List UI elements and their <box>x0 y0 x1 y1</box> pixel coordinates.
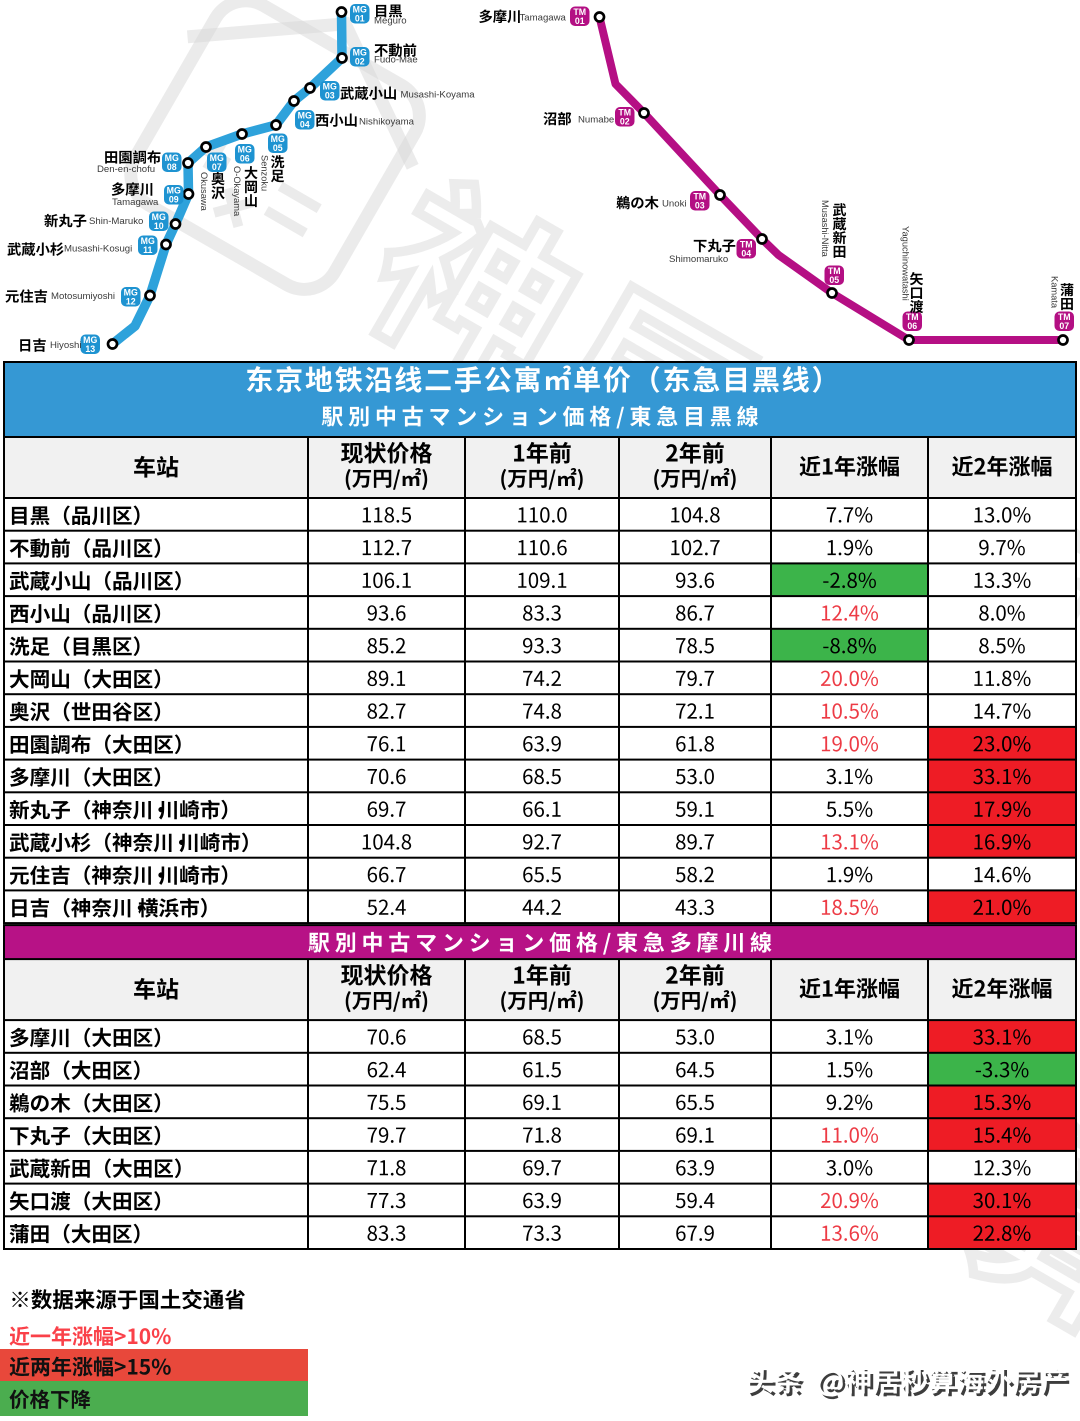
svg-text:Musashi-Nitta: Musashi-Nitta <box>820 200 830 258</box>
svg-text:10: 10 <box>154 221 164 231</box>
svg-text:07: 07 <box>212 162 222 172</box>
svg-text:01: 01 <box>355 13 365 23</box>
svg-text:06: 06 <box>240 153 250 163</box>
svg-text:O-Okayama: O-Okayama <box>232 166 242 217</box>
svg-text:Shin-Maruko: Shin-Maruko <box>89 216 143 227</box>
svg-text:Nishikoyama: Nishikoyama <box>359 117 415 128</box>
svg-text:Musashi-Kosugi: Musashi-Kosugi <box>64 244 132 255</box>
svg-text:04: 04 <box>741 248 751 258</box>
svg-text:Kamata: Kamata <box>1050 276 1060 309</box>
svg-text:09: 09 <box>169 194 179 204</box>
svg-text:MG: MG <box>167 186 181 196</box>
svg-text:MG: MG <box>83 335 97 345</box>
svg-text:MG: MG <box>152 212 166 222</box>
svg-text:07: 07 <box>1059 321 1069 331</box>
svg-text:Tamagawa: Tamagawa <box>520 13 567 24</box>
svg-text:03: 03 <box>695 200 705 210</box>
svg-text:Shimomaruko: Shimomaruko <box>669 254 728 265</box>
svg-text:MG: MG <box>353 5 367 15</box>
svg-text:Unoki: Unoki <box>662 199 687 210</box>
svg-text:MG: MG <box>271 134 285 144</box>
svg-text:TM: TM <box>1058 312 1071 322</box>
svg-text:12: 12 <box>126 296 136 306</box>
svg-text:Hiyoshi: Hiyoshi <box>50 340 81 351</box>
svg-text:MG: MG <box>298 111 312 121</box>
svg-text:06: 06 <box>907 321 917 331</box>
svg-text:Senzoku: Senzoku <box>260 155 270 191</box>
svg-text:03: 03 <box>325 90 335 100</box>
svg-text:Meguro: Meguro <box>374 16 407 27</box>
svg-text:MG: MG <box>238 145 252 155</box>
svg-text:02: 02 <box>620 116 630 126</box>
svg-text:TM: TM <box>906 312 919 322</box>
svg-text:Fudo-Mae: Fudo-Mae <box>374 55 418 66</box>
svg-text:Okusawa: Okusawa <box>199 172 209 212</box>
svg-text:TM: TM <box>740 240 753 250</box>
svg-text:MG: MG <box>165 153 179 163</box>
svg-text:MG: MG <box>210 153 224 163</box>
svg-text:02: 02 <box>355 56 365 66</box>
svg-text:MG: MG <box>124 288 138 298</box>
svg-text:05: 05 <box>829 275 839 285</box>
svg-text:Yaguchinowatashi: Yaguchinowatashi <box>901 226 911 301</box>
svg-text:Den-en-chofu: Den-en-chofu <box>97 164 155 175</box>
svg-text:TM: TM <box>693 192 706 202</box>
svg-text:Musashi-Koyama: Musashi-Koyama <box>401 90 476 101</box>
svg-text:MG: MG <box>323 82 337 92</box>
svg-text:11: 11 <box>143 245 152 255</box>
svg-text:08: 08 <box>167 162 177 172</box>
svg-text:TM: TM <box>828 266 841 276</box>
svg-text:Numabe: Numabe <box>578 115 614 126</box>
svg-text:01: 01 <box>575 16 585 26</box>
svg-text:13: 13 <box>85 344 95 354</box>
svg-text:Tamagawa: Tamagawa <box>112 197 159 208</box>
svg-text:04: 04 <box>300 119 310 129</box>
svg-text:05: 05 <box>273 143 283 153</box>
svg-text:TM: TM <box>618 108 631 118</box>
svg-text:Motosumiyoshi: Motosumiyoshi <box>51 291 115 302</box>
svg-text:MG: MG <box>353 48 367 58</box>
svg-text:TM: TM <box>573 7 586 17</box>
svg-text:MG: MG <box>141 236 155 246</box>
